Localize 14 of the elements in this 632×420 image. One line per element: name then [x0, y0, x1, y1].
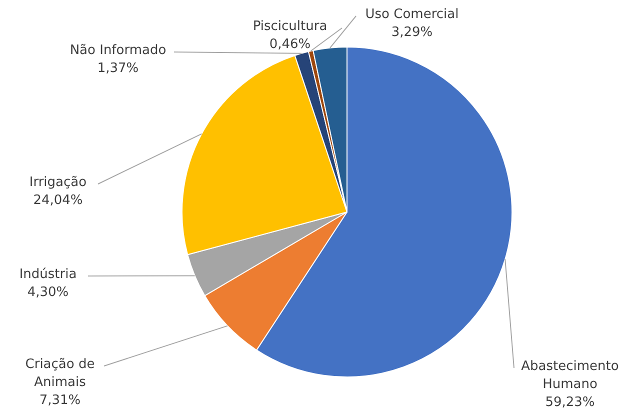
slice-label: Indústria	[19, 267, 77, 282]
data-label: 3,29%	[391, 25, 433, 40]
data-label: 59,23%	[545, 395, 595, 410]
data-label: 0,46%	[269, 37, 311, 52]
slice-label: Não Informado	[70, 43, 166, 58]
slice-label: Piscicultura	[252, 19, 328, 34]
slice-label: Irrigação	[29, 175, 87, 190]
slice-label: Abastecimento Humano	[521, 359, 619, 392]
slice-label: Criação de Animais	[25, 357, 95, 390]
data-label: 7,31%	[39, 393, 81, 408]
slice-label: Uso Comercial	[365, 7, 459, 22]
data-label: 24,04%	[33, 193, 83, 208]
data-label: 1,37%	[97, 61, 139, 76]
data-label: 4,30%	[27, 285, 69, 300]
